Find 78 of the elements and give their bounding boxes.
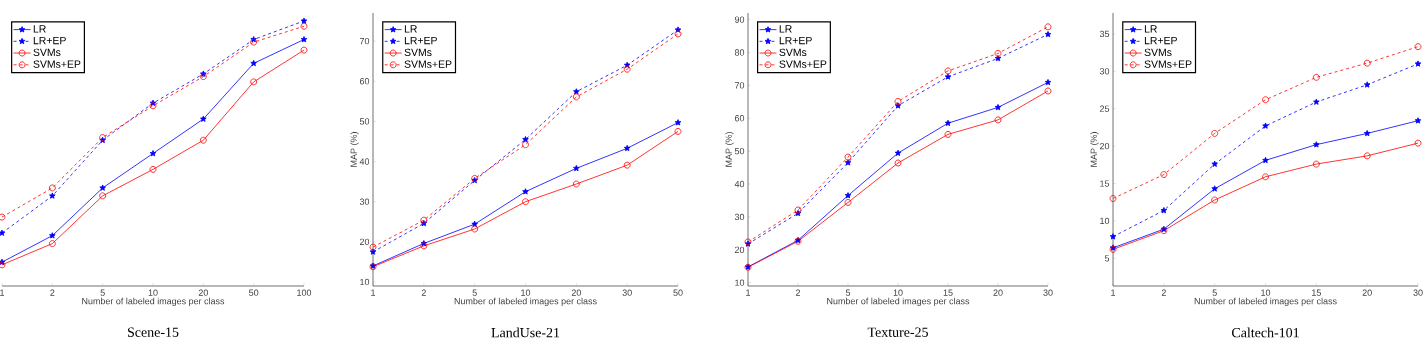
text: Caltech-101	[1232, 327, 1299, 338]
y-tick-label: 60	[359, 78, 370, 85]
x-tick-label: 1	[746, 289, 751, 296]
y-tick-label: 50	[734, 147, 745, 155]
y-tick-label: 70	[359, 37, 370, 45]
legend-label: SVMs	[404, 48, 432, 57]
x-tick-label: 20	[993, 289, 1003, 296]
y-tick-label: 30	[1099, 68, 1110, 75]
y-axis-title: MAP (%)	[725, 132, 734, 167]
y-tick-label: 40	[734, 180, 745, 188]
legend-label: SVMs+EP	[1144, 60, 1192, 68]
x-tick-label: 2	[50, 289, 55, 296]
y-tick-label: 20	[359, 238, 370, 246]
y-axis-title: MAP (%)	[350, 132, 359, 167]
legend-label: SVMs+EP	[779, 60, 827, 68]
x-axis-title: Number of labeled images per class	[454, 297, 597, 307]
y-tick-label: 10	[1100, 217, 1110, 225]
x-tick-label: 10	[521, 289, 531, 296]
legend-label: SVMs	[33, 48, 61, 57]
x-tick-label: 10	[148, 289, 158, 296]
x-tick-label: 100	[297, 289, 312, 296]
legend-label: LR+EP	[1144, 36, 1177, 45]
x-tick-label: 30	[1043, 289, 1053, 296]
y-tick-label: 60	[734, 115, 745, 122]
y-tick-label: 50	[359, 118, 370, 125]
x-tick-label: 50	[673, 289, 683, 296]
x-tick-label: 5	[472, 289, 477, 296]
x-tick-label: 30	[622, 289, 632, 296]
legend-label: LR	[1144, 25, 1157, 33]
x-tick-label: 5	[1212, 289, 1217, 296]
legend-label: SVMs	[1144, 48, 1172, 57]
x-tick-label: 10	[893, 289, 903, 296]
y-tick-label: 30	[359, 198, 370, 205]
y-axis-title: MAP (%)	[1090, 132, 1099, 167]
y-tick-label: 10	[360, 278, 370, 286]
legend-label: SVMs+EP	[404, 60, 452, 68]
x-tick-label: 1	[371, 289, 376, 296]
y-tick-label: 15	[1100, 180, 1110, 187]
text: Scene-15	[127, 327, 179, 337]
legend-label: LR	[404, 25, 417, 33]
y-tick-label: 20	[1099, 142, 1110, 150]
x-tick-label: 5	[100, 289, 105, 296]
text: LandUse-21	[491, 327, 560, 338]
x-tick-label: 20	[571, 289, 581, 296]
y-tick-label: 10	[735, 279, 745, 286]
legend-label: LR+EP	[33, 36, 66, 45]
legend-label: LR+EP	[404, 36, 437, 45]
x-axis-title: Number of labeled images per class	[827, 297, 970, 307]
legend-label: LR	[33, 25, 46, 33]
y-tick-label: 90	[734, 16, 745, 23]
y-tick-label: 40	[359, 158, 370, 165]
legend-label: LR	[779, 25, 792, 33]
x-tick-label: 30	[1413, 289, 1423, 296]
x-axis-title: Number of labeled images per class	[82, 297, 225, 307]
x-tick-label: 15	[1312, 289, 1321, 296]
y-tick-label: 30	[734, 213, 745, 221]
x-tick-label: 10	[1261, 289, 1271, 296]
y-tick-label: 35	[1099, 30, 1110, 38]
x-tick-label: 1	[0, 289, 5, 296]
y-tick-label: 70	[734, 82, 745, 89]
legend-label: LR+EP	[779, 36, 812, 45]
legend-label: SVMs+EP	[33, 60, 81, 68]
text: Texture-25	[867, 327, 928, 337]
x-tick-label: 20	[198, 289, 208, 296]
x-axis-title: Number of labeled images per class	[1194, 297, 1337, 307]
x-tick-label: 15	[943, 289, 953, 296]
y-tick-label: 25	[1099, 105, 1110, 112]
x-tick-label: 2	[795, 289, 801, 296]
y-tick-label: 80	[734, 49, 745, 56]
x-tick-label: 5	[845, 289, 851, 296]
x-tick-label: 50	[249, 289, 259, 296]
x-tick-label: 20	[1362, 289, 1372, 296]
x-tick-label: 2	[1161, 289, 1166, 296]
x-tick-label: 2	[421, 289, 426, 296]
y-tick-label: 20	[734, 246, 745, 253]
x-tick-label: 1	[1111, 289, 1116, 296]
legend-label: SVMs	[779, 48, 807, 57]
y-tick-label: 5	[1104, 255, 1110, 262]
